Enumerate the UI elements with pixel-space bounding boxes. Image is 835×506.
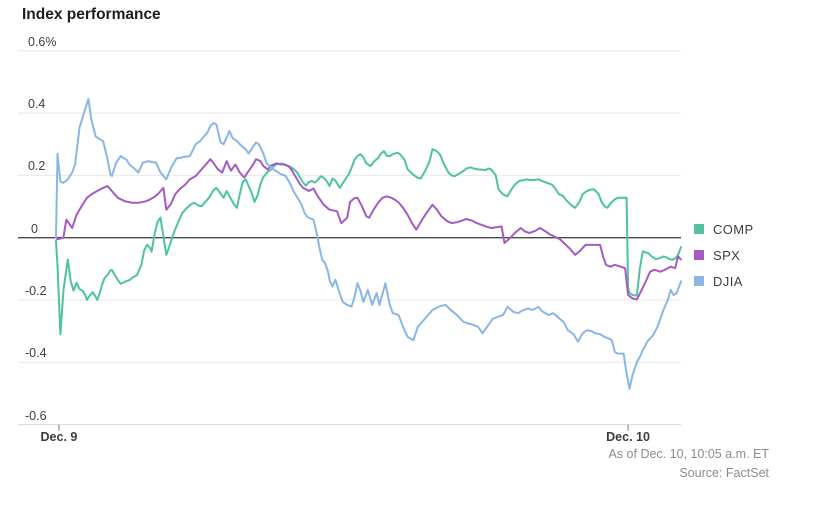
legend-swatch-icon bbox=[694, 250, 704, 260]
legend-label: DJIA bbox=[713, 273, 743, 289]
x-tick-label: Dec. 9 bbox=[40, 430, 78, 444]
y-tick-label: 0.2 bbox=[28, 159, 46, 174]
legend: COMP SPX DJIA bbox=[694, 222, 754, 300]
series-line-spx bbox=[55, 158, 682, 301]
legend-item-djia: DJIA bbox=[694, 273, 754, 289]
legend-swatch-icon bbox=[694, 224, 704, 234]
legend-label: SPX bbox=[713, 247, 741, 263]
legend-label: COMP bbox=[713, 221, 754, 237]
as-of-note: As of Dec. 10, 10:05 a.m. ET bbox=[608, 447, 770, 461]
source-note: Source: FactSet bbox=[679, 466, 769, 480]
series-line-comp bbox=[55, 148, 682, 336]
y-tick-label: -0.6 bbox=[25, 408, 47, 423]
x-tick-label: Dec. 10 bbox=[606, 430, 650, 444]
series-line-djia bbox=[55, 98, 682, 390]
legend-swatch-icon bbox=[694, 276, 704, 286]
y-tick-label: -0.4 bbox=[25, 346, 47, 361]
y-tick-label: 0 bbox=[31, 221, 38, 236]
chart-title: Index performance bbox=[22, 6, 161, 23]
y-tick-label: 0.6% bbox=[28, 34, 57, 49]
y-tick-label: -0.2 bbox=[25, 284, 47, 298]
y-tick-label: 0.4 bbox=[28, 97, 46, 112]
legend-item-comp: COMP bbox=[694, 221, 754, 237]
source-notes: As of Dec. 10, 10:05 a.m. ET Source: Fac… bbox=[609, 445, 770, 483]
legend-item-spx: SPX bbox=[694, 247, 754, 263]
